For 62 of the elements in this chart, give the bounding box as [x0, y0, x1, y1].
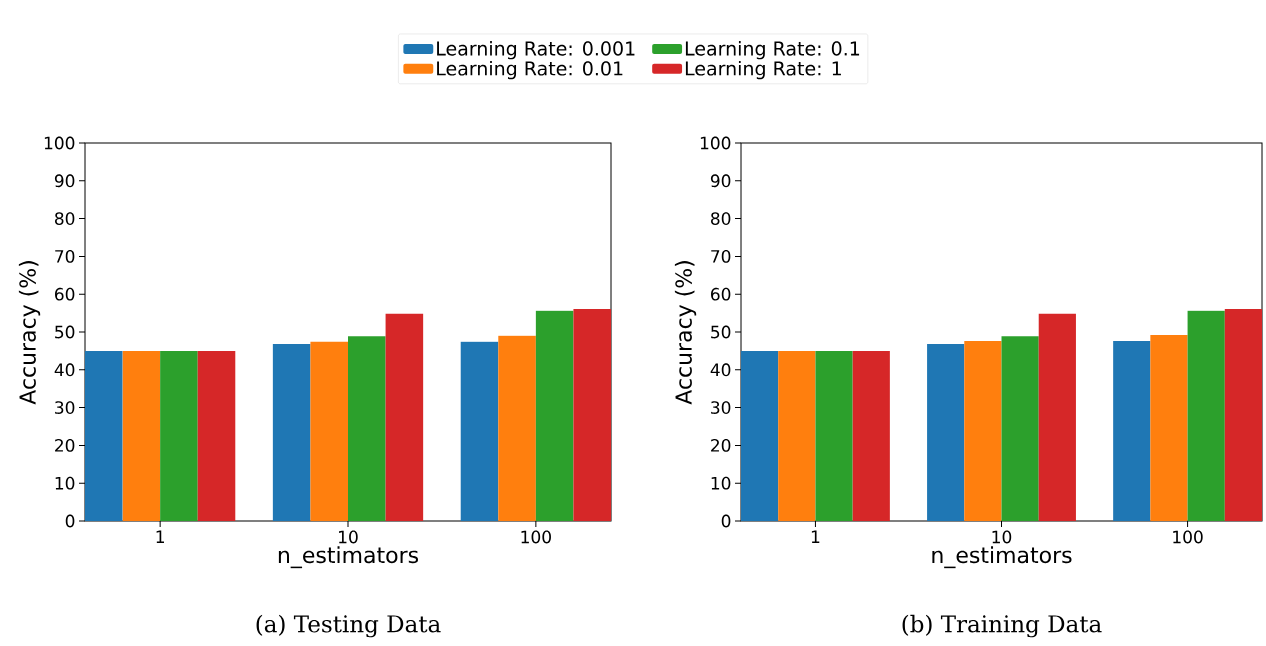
bar: [927, 344, 965, 521]
y-tick-label: 60: [711, 287, 731, 301]
y-tick-label: 0: [721, 514, 731, 528]
y-tick-label: 10: [55, 476, 75, 490]
bar: [1187, 310, 1225, 521]
bar: [460, 341, 499, 521]
bar: [1038, 313, 1076, 521]
bar: [310, 341, 348, 521]
bar: [573, 308, 612, 521]
y-tick-label: 50: [711, 325, 731, 339]
y-tick-label: 80: [55, 212, 75, 226]
x-axis-title: n_estimators: [932, 546, 1072, 569]
bar: [272, 344, 311, 521]
bar: [498, 335, 536, 521]
x-axis-title: n_estimators: [278, 546, 419, 569]
legend-label: Learning Rate: 1: [685, 60, 841, 80]
bar: [1001, 336, 1039, 521]
x-tick-label: 10: [992, 530, 1012, 544]
bar: [160, 350, 198, 521]
y-tick-label: 40: [54, 363, 75, 377]
y-tick-label: 40: [710, 363, 731, 377]
x-tick-label: 100: [521, 530, 551, 544]
legend-label: Learning Rate: 0.1: [685, 40, 860, 60]
y-tick-label: 50: [55, 325, 75, 339]
x-tick-label: 10: [339, 530, 358, 544]
bar: [535, 310, 574, 521]
y-tick-label: 70: [55, 249, 75, 263]
y-tick-label: 80: [711, 212, 731, 226]
y-axis-title: Accuracy (%): [674, 261, 697, 405]
y-tick-label: 0: [65, 514, 75, 528]
y-tick-label: 30: [55, 401, 75, 415]
legend-label: Learning Rate: 0.001: [437, 40, 635, 60]
y-tick-label: 60: [55, 287, 75, 301]
x-tick-label: 1: [156, 530, 164, 543]
bar: [1224, 308, 1263, 521]
y-tick-label: 90: [54, 174, 75, 188]
y-tick-label: 70: [711, 249, 731, 263]
bar: [964, 341, 1002, 521]
bar: [385, 313, 424, 521]
x-tick-label: 100: [1173, 530, 1203, 544]
bar: [1150, 335, 1188, 521]
y-tick-label: 100: [700, 136, 731, 150]
x-tick-label: 1: [811, 530, 820, 543]
y-tick-label: 100: [44, 136, 75, 150]
bar: [741, 350, 779, 521]
bar: [815, 350, 853, 521]
y-tick-label: 30: [711, 401, 731, 415]
y-tick-label: 90: [710, 174, 731, 188]
text: (a) Testing Data: [256, 614, 441, 638]
bar: [348, 336, 386, 521]
y-tick-label: 10: [711, 476, 731, 490]
bar: [778, 350, 816, 521]
y-tick-label: 20: [55, 438, 75, 452]
bar: [122, 350, 161, 521]
y-axis-title: Accuracy (%): [18, 261, 41, 405]
text: (b) Training Data: [902, 614, 1102, 638]
bar: [852, 350, 890, 521]
legend-label: Learning Rate: 0.01: [437, 60, 623, 80]
y-tick-label: 20: [711, 438, 731, 452]
bar: [1113, 341, 1151, 521]
bar: [85, 350, 123, 521]
bar: [197, 350, 236, 521]
